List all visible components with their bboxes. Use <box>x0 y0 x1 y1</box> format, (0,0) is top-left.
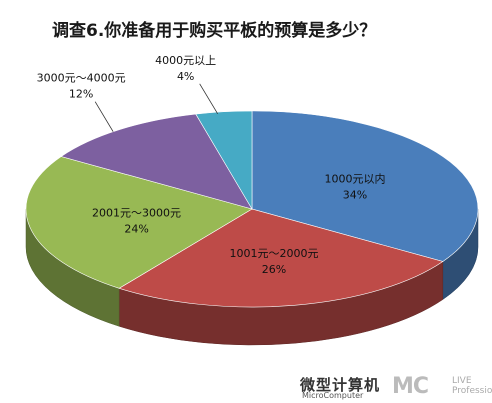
slice-label-2: 2001元～3000元 <box>92 207 181 220</box>
slice-label-0: 1000元以内 <box>324 171 385 185</box>
pie-slice-4 <box>195 110 253 211</box>
pie-slice-3 <box>60 113 253 210</box>
slice-label-4: 4000元以上 <box>155 54 216 67</box>
pie-slice-1 <box>118 208 444 308</box>
watermark-sub-top: LIVE <box>452 376 472 386</box>
pie-slice-0 <box>251 110 479 262</box>
slice-value-1: 26% <box>262 263 286 276</box>
watermark-sub-text: LIVE Professional <box>452 376 492 396</box>
chart-title: 调查6.你准备用于购买平板的预算是多少？ <box>52 21 377 41</box>
slice-label-1: 1001元～2000元 <box>230 247 319 260</box>
slice-value-0: 34% <box>343 188 367 201</box>
watermark-en-text: MicroComputer <box>302 391 364 400</box>
slice-value-3: 12% <box>69 88 93 101</box>
slice-leader-3 <box>94 101 114 132</box>
slice-value-4: 4% <box>177 70 194 83</box>
slice-value-2: 24% <box>124 223 148 236</box>
watermark-mc-logo: MC <box>392 374 429 399</box>
watermark-cn-text: 微型计算机 <box>300 376 381 394</box>
slice-leader-4 <box>199 83 219 114</box>
pie-slice-2 <box>25 156 253 289</box>
watermark-logo: 微型计算机 MicroComputer MC LIVE Professional <box>300 374 492 402</box>
slice-label-3: 3000元～4000元 <box>37 72 126 85</box>
watermark-sub-bottom: Professional <box>452 386 492 396</box>
